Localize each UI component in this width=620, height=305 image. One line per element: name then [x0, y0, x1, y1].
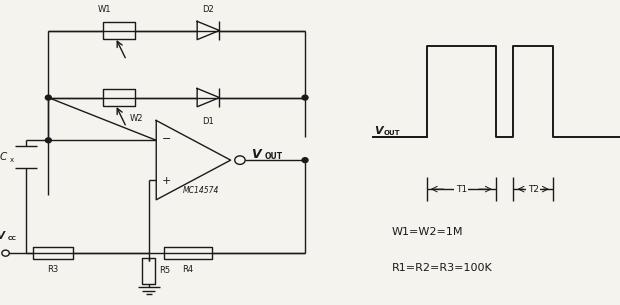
Text: MC14574: MC14574	[183, 186, 219, 195]
Text: V: V	[374, 126, 383, 136]
Text: T1: T1	[456, 185, 467, 194]
Text: D1: D1	[203, 117, 214, 127]
Text: W1: W1	[97, 5, 111, 14]
Text: −: −	[162, 134, 171, 144]
Text: OUT: OUT	[384, 130, 401, 136]
Text: R1=R2=R3=100K: R1=R2=R3=100K	[392, 264, 492, 273]
Text: R3: R3	[47, 265, 59, 275]
Text: T2: T2	[528, 185, 539, 194]
Text: R5: R5	[159, 266, 170, 275]
Text: W2: W2	[130, 114, 144, 124]
Text: W1=W2=1M: W1=W2=1M	[392, 227, 463, 237]
Circle shape	[302, 158, 308, 163]
Circle shape	[45, 138, 51, 143]
Text: +: +	[162, 177, 171, 186]
Circle shape	[302, 95, 308, 100]
Text: V: V	[0, 231, 4, 241]
Text: x: x	[9, 157, 14, 163]
Text: CC: CC	[8, 236, 17, 241]
Text: C: C	[0, 152, 7, 162]
Circle shape	[45, 95, 51, 100]
Text: V: V	[251, 148, 261, 160]
Text: D2: D2	[203, 5, 214, 14]
Text: R4: R4	[182, 265, 193, 275]
Text: OUT: OUT	[265, 152, 283, 161]
